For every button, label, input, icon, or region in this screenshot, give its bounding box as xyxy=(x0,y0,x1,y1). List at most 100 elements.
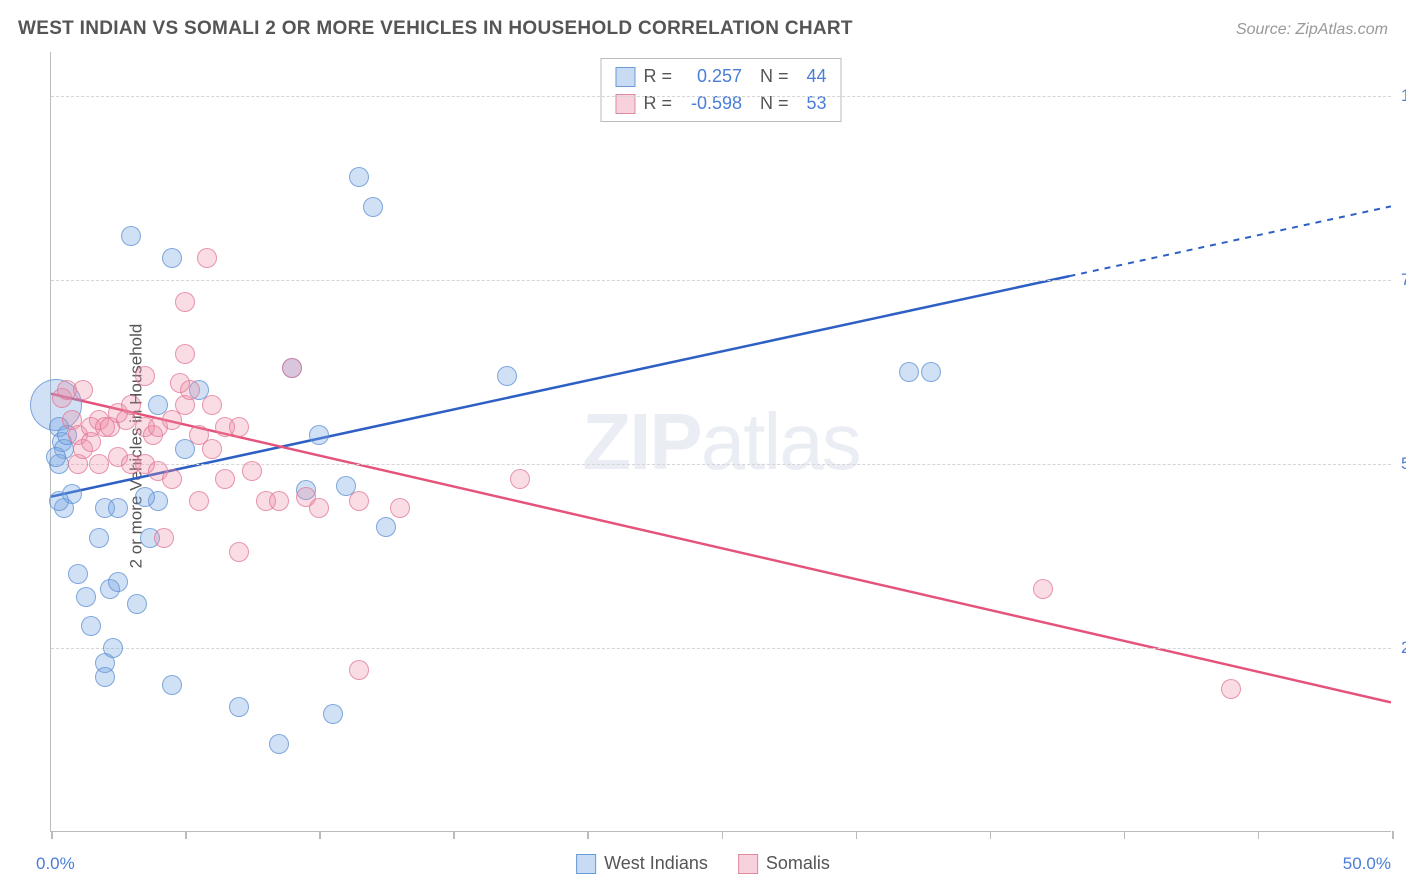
data-point-blue xyxy=(89,528,109,548)
data-point-pink xyxy=(73,380,93,400)
data-point-pink xyxy=(269,491,289,511)
data-point-pink xyxy=(229,542,249,562)
legend-n-label: N = xyxy=(760,63,789,90)
gridline-h xyxy=(51,96,1391,97)
x-tick xyxy=(1258,831,1260,839)
legend-row: R = 0.257 N = 44 xyxy=(615,63,826,90)
legend-item: Somalis xyxy=(738,853,830,874)
data-point-blue xyxy=(269,734,289,754)
chart-title: WEST INDIAN VS SOMALI 2 OR MORE VEHICLES… xyxy=(18,18,853,40)
data-point-pink xyxy=(121,395,141,415)
data-point-blue xyxy=(127,594,147,614)
data-point-pink xyxy=(349,660,369,680)
data-point-pink xyxy=(282,358,302,378)
data-point-blue xyxy=(162,248,182,268)
data-point-blue xyxy=(323,704,343,724)
data-point-pink xyxy=(309,498,329,518)
source-attribution: Source: ZipAtlas.com xyxy=(1236,21,1388,39)
data-point-blue xyxy=(103,638,123,658)
data-point-pink xyxy=(154,528,174,548)
data-point-blue xyxy=(162,675,182,695)
data-point-blue xyxy=(349,167,369,187)
scatter-chart: ZIPatlas R =0.257N =44R =-0.598N =53 25.… xyxy=(50,52,1391,832)
legend-item: West Indians xyxy=(576,853,708,874)
data-point-blue xyxy=(309,425,329,445)
gridline-h xyxy=(51,648,1391,649)
data-point-pink xyxy=(89,454,109,474)
data-point-pink xyxy=(215,469,235,489)
legend-n-value: 53 xyxy=(797,90,827,117)
data-point-pink xyxy=(170,373,190,393)
legend-label: West Indians xyxy=(604,853,708,874)
data-point-blue xyxy=(108,498,128,518)
data-point-pink xyxy=(197,248,217,268)
data-point-pink xyxy=(100,417,120,437)
data-point-blue xyxy=(81,616,101,636)
legend-row: R = -0.598 N = 53 xyxy=(615,90,826,117)
data-point-blue xyxy=(46,447,66,467)
data-point-blue xyxy=(121,226,141,246)
legend-swatch-blue xyxy=(615,67,635,87)
data-point-pink xyxy=(202,395,222,415)
legend-swatch-blue xyxy=(576,854,596,874)
data-point-blue xyxy=(108,572,128,592)
legend-r-value: 0.257 xyxy=(680,63,742,90)
x-tick xyxy=(1124,831,1126,839)
legend-r-label: R = xyxy=(643,90,672,117)
data-point-blue xyxy=(135,487,155,507)
x-tick xyxy=(51,831,53,839)
data-point-pink xyxy=(1033,579,1053,599)
x-tick xyxy=(319,831,321,839)
legend-label: Somalis xyxy=(766,853,830,874)
x-tick xyxy=(185,831,187,839)
data-point-pink xyxy=(1221,679,1241,699)
data-point-blue xyxy=(229,697,249,717)
watermark-atlas: atlas xyxy=(701,397,860,486)
correlation-legend: R = 0.257 N = 44 R = -0.598 N = 53 xyxy=(600,58,841,122)
legend-swatch-pink xyxy=(738,854,758,874)
data-point-blue xyxy=(49,491,69,511)
y-tick-label: 100.0% xyxy=(1401,86,1406,106)
data-point-pink xyxy=(510,469,530,489)
y-tick-label: 50.0% xyxy=(1401,454,1406,474)
data-point-blue xyxy=(363,197,383,217)
gridline-h xyxy=(51,280,1391,281)
legend-r-value: -0.598 xyxy=(680,90,742,117)
data-point-blue xyxy=(95,667,115,687)
watermark-zip: ZIP xyxy=(582,397,700,486)
data-point-pink xyxy=(229,417,249,437)
data-point-pink xyxy=(390,498,410,518)
y-tick-label: 75.0% xyxy=(1401,270,1406,290)
data-point-pink xyxy=(242,461,262,481)
data-point-blue xyxy=(76,587,96,607)
data-point-blue xyxy=(68,564,88,584)
data-point-pink xyxy=(175,344,195,364)
data-point-blue xyxy=(899,362,919,382)
x-tick xyxy=(453,831,455,839)
data-point-blue xyxy=(921,362,941,382)
x-tick xyxy=(722,831,724,839)
data-point-pink xyxy=(162,469,182,489)
trendline-pink xyxy=(51,394,1391,703)
series-legend: West Indians Somalis xyxy=(576,853,830,874)
x-tick xyxy=(990,831,992,839)
x-tick xyxy=(587,831,589,839)
data-point-pink xyxy=(175,292,195,312)
legend-n-label: N = xyxy=(760,90,789,117)
x-tick xyxy=(856,831,858,839)
data-point-pink xyxy=(189,491,209,511)
legend-n-value: 44 xyxy=(797,63,827,90)
data-point-pink xyxy=(135,366,155,386)
data-point-blue xyxy=(497,366,517,386)
data-point-blue xyxy=(376,517,396,537)
watermark: ZIPatlas xyxy=(582,396,859,488)
x-axis-min-label: 0.0% xyxy=(36,854,75,874)
data-point-pink xyxy=(349,491,369,511)
y-tick-label: 25.0% xyxy=(1401,638,1406,658)
trend-lines-layer xyxy=(51,52,1391,831)
data-point-pink xyxy=(202,439,222,459)
x-tick xyxy=(1392,831,1394,839)
x-axis-max-label: 50.0% xyxy=(1343,854,1391,874)
trendline-blue-extrapolated xyxy=(1069,206,1391,276)
legend-r-label: R = xyxy=(643,63,672,90)
